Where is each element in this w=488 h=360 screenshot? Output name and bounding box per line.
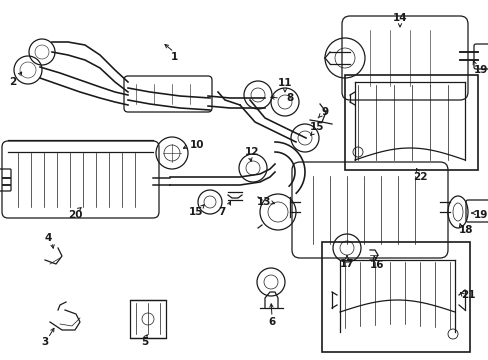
Text: 19: 19 [473, 65, 487, 75]
Text: 22: 22 [412, 172, 427, 182]
Bar [345, 75, 477, 170]
Text: 14: 14 [392, 13, 407, 23]
Text: 5: 5 [141, 337, 148, 347]
Text: 8: 8 [286, 93, 293, 103]
Text: 4: 4 [44, 233, 52, 243]
Text: 3: 3 [41, 337, 48, 347]
Text: 7: 7 [218, 207, 225, 217]
Text: 20: 20 [68, 210, 82, 220]
Bar [321, 242, 469, 352]
Text: 15: 15 [309, 122, 324, 132]
Text: 19: 19 [473, 210, 487, 220]
Text: 12: 12 [244, 147, 259, 157]
Bar [130, 300, 165, 338]
Text: 15: 15 [188, 207, 203, 217]
Text: 18: 18 [458, 225, 472, 235]
Text: 11: 11 [277, 78, 292, 88]
Text: 21: 21 [460, 290, 474, 300]
Text: 1: 1 [170, 52, 177, 62]
Text: 10: 10 [189, 140, 204, 150]
Text: 16: 16 [369, 260, 384, 270]
Text: 2: 2 [9, 77, 17, 87]
Text: 9: 9 [321, 107, 328, 117]
Text: 6: 6 [268, 317, 275, 327]
Text: 17: 17 [339, 259, 354, 269]
Text: 13: 13 [256, 197, 271, 207]
